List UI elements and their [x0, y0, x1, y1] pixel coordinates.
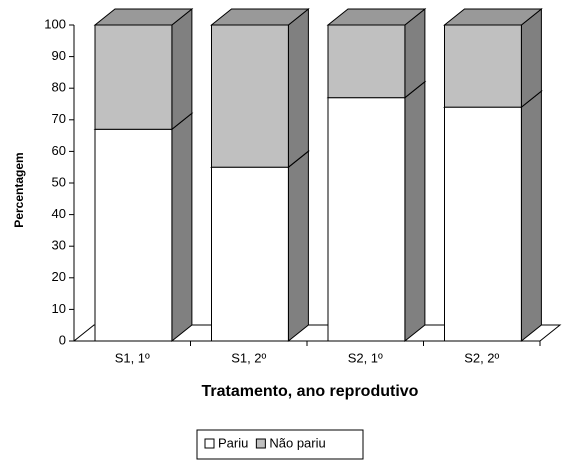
bar-side	[287, 7, 309, 169]
bar	[94, 128, 173, 342]
bar	[327, 24, 406, 99]
bar	[94, 24, 173, 130]
legend-label: Não pariu	[269, 435, 325, 450]
y-tick-label: 70	[52, 111, 66, 126]
y-tick-label: 30	[52, 238, 66, 253]
x-tick-label: S1, 2º	[231, 350, 266, 365]
y-tick-label: 10	[52, 301, 66, 316]
y-tick-label: 60	[52, 143, 66, 158]
bar	[444, 106, 522, 342]
bar-side	[520, 7, 542, 109]
bar-side	[404, 80, 426, 343]
x-tick-label: S2, 1º	[348, 350, 383, 365]
legend-box	[196, 429, 364, 460]
y-tick-label: 80	[52, 80, 66, 95]
y-tick-label: 40	[52, 206, 66, 221]
bar	[211, 24, 289, 168]
y-tick-label: 50	[52, 174, 66, 189]
y-tick-label: 20	[52, 269, 66, 284]
bar-side	[287, 150, 309, 343]
bar-side	[171, 7, 193, 131]
bar-side	[171, 112, 193, 343]
legend-label: Pariu	[218, 435, 248, 450]
y-tick-label: 90	[52, 48, 66, 63]
bar	[327, 97, 406, 342]
y-tick-label: 100	[44, 16, 66, 31]
bar-side	[520, 90, 542, 343]
x-axis-title: Tratamento, ano reprodutivo	[202, 383, 419, 400]
legend-swatch	[204, 438, 215, 449]
bar	[444, 24, 522, 108]
x-tick-label: S2, 2º	[464, 350, 499, 365]
y-axis-title: Percentagem	[12, 152, 26, 227]
legend-swatch	[255, 438, 266, 449]
y-tick-label: 0	[59, 332, 66, 347]
bar	[211, 166, 289, 342]
x-tick-label: S1, 1º	[115, 350, 150, 365]
